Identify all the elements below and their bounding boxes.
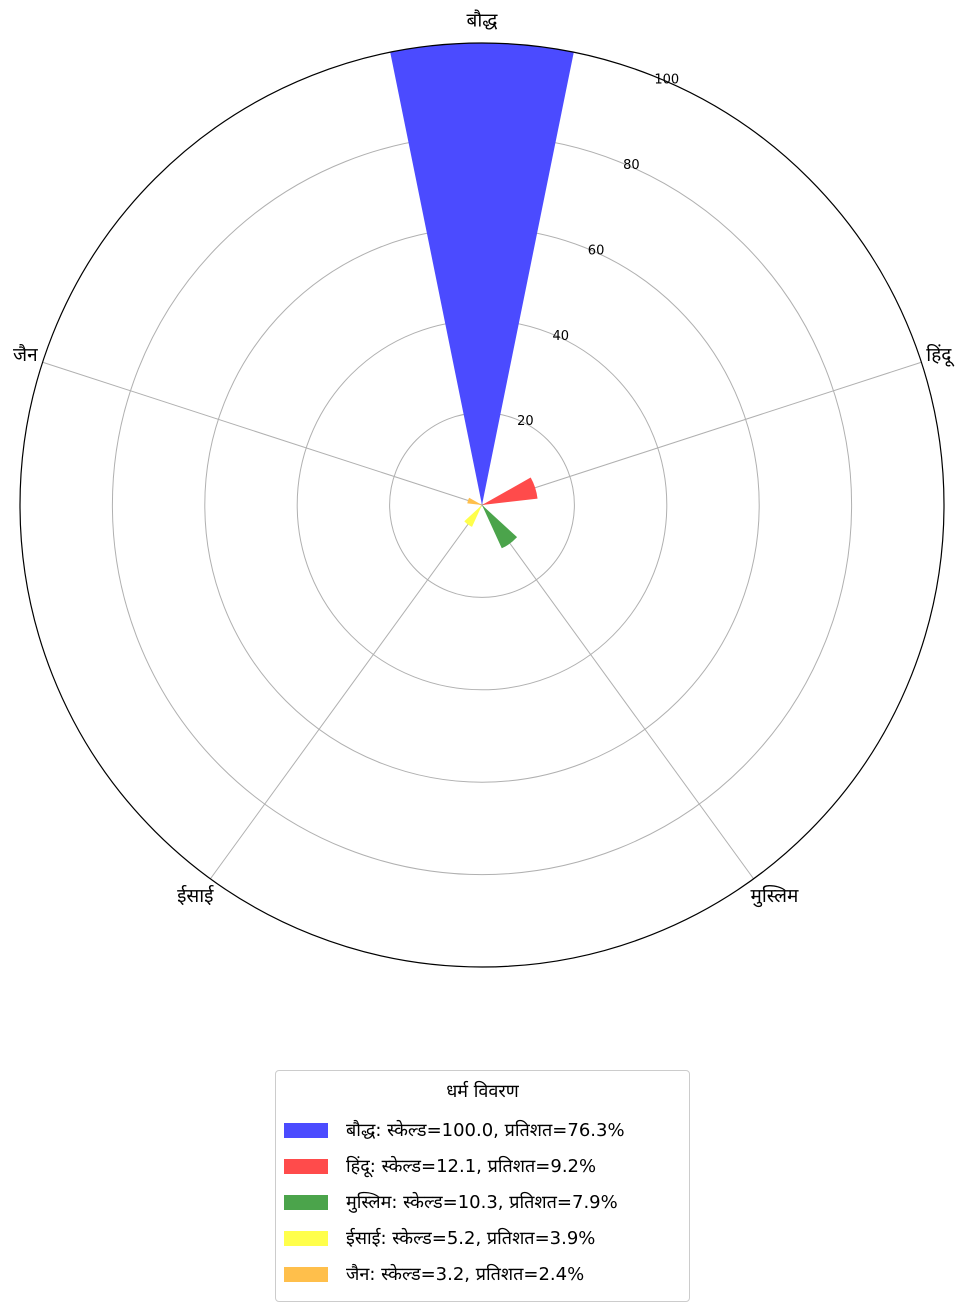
grid-spoke: [481, 504, 754, 880]
legend-swatch: [284, 1266, 328, 1282]
radial-tick-label: 60: [588, 243, 605, 258]
bar-3: [464, 505, 482, 527]
category-label: मुस्लिम: [750, 884, 799, 908]
legend-label: हिंदू: स्केल्ड=12.1, प्रतिशत=9.2%: [346, 1156, 597, 1177]
grid-spoke: [42, 361, 483, 506]
legend-swatch: [284, 1158, 328, 1174]
legend-swatch: [284, 1122, 328, 1138]
legend-title: धर्म विवरण: [446, 1081, 519, 1102]
legend-label: ईसाई: स्केल्ड=5.2, प्रतिशत=3.9%: [346, 1228, 596, 1249]
legend-swatch: [284, 1194, 328, 1210]
category-label: ईसाई: [177, 884, 214, 907]
legend-item-buddhist: बौद्ध: स्केल्ड=100.0, प्रतिशत=76.3%: [284, 1117, 625, 1143]
legend-item-christian: ईसाई: स्केल्ड=5.2, प्रतिशत=3.9%: [284, 1225, 595, 1251]
bar-2: [482, 505, 518, 549]
grid-spoke: [210, 504, 483, 880]
radial-tick-label: 80: [623, 158, 640, 173]
bar-1: [482, 477, 538, 505]
bar-0: [390, 43, 574, 506]
category-labels: बौद्ध हिंदू मुस्लिम ईसाई जैन: [13, 9, 955, 909]
grid-spoke: [481, 361, 922, 506]
legend-swatch: [284, 1230, 328, 1246]
legend-item-jain: जैन: स्केल्ड=3.2, प्रतिशत=2.4%: [284, 1261, 584, 1287]
polar-bars: [390, 43, 574, 549]
bar-4: [467, 497, 482, 505]
category-label: बौद्ध: [467, 9, 499, 32]
legend-item-hindu: हिंदू: स्केल्ड=12.1, प्रतिशत=9.2%: [284, 1153, 596, 1179]
outer-ring: [19, 42, 945, 968]
category-label: जैन: [13, 343, 38, 366]
legend-label: जैन: स्केल्ड=3.2, प्रतिशत=2.4%: [346, 1264, 585, 1285]
legend-label: मुस्लिम: स्केल्ड=10.3, प्रतिशत=7.9%: [346, 1192, 618, 1213]
legend: धर्म विवरण बौद्ध: स्केल्ड=100.0, प्रतिशत…: [275, 1070, 690, 1302]
legend-label: बौद्ध: स्केल्ड=100.0, प्रतिशत=76.3%: [346, 1120, 625, 1141]
category-label: हिंदू: [926, 343, 955, 367]
legend-item-muslim: मुस्लिम: स्केल्ड=10.3, प्रतिशत=7.9%: [284, 1189, 618, 1215]
radial-tick-label: 20: [517, 414, 534, 429]
radial-tick-label: 40: [552, 329, 569, 344]
